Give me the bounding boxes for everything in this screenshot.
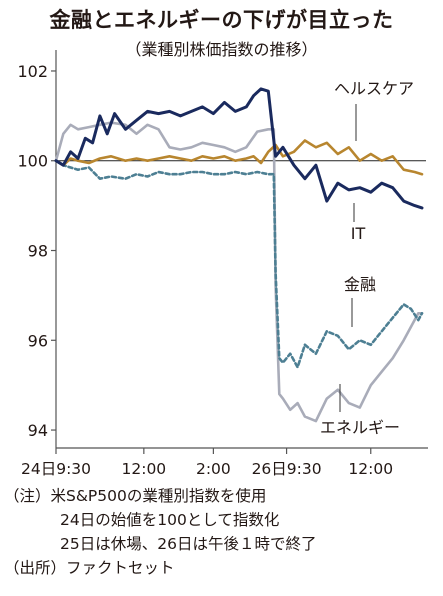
note-line-1: （注）米S&P500の業種別指数を使用 — [4, 487, 267, 505]
footnotes: （注）米S&P500の業種別指数を使用 24日の始値を100として指数化 25日… — [4, 484, 316, 580]
line-chart: 94 96 98 100 102 24日9:30 12:00 2:00 26日9:30 12:00… — [17, 50, 428, 478]
series-line-1 — [54, 87, 424, 210]
x-tick-label: 12:00 — [348, 460, 393, 478]
series-line-0 — [54, 139, 424, 176]
series-line-3 — [54, 121, 424, 423]
note-line-3: 25日は休場、26日は午後１時で終了 — [60, 535, 317, 553]
x-tick-label: 24日9:30 — [21, 460, 91, 478]
series-label: エネルギー — [320, 418, 400, 437]
series-line-2 — [54, 159, 424, 369]
series-label: ヘルスケア — [334, 79, 414, 98]
y-tick-label: 96 — [28, 331, 48, 350]
x-tick-label: 12:00 — [122, 460, 167, 478]
x-tick-label: 26日9:30 — [252, 460, 322, 478]
y-tick-label: 98 — [28, 242, 48, 261]
chart-title: 金融とエネルギーの下げが目立った — [49, 8, 394, 32]
x-tick-label: 2:00 — [196, 460, 231, 478]
chart-subtitle: （業種別株価指数の推移） — [125, 40, 318, 59]
series-label: 金融 — [344, 275, 376, 294]
y-tick-label: 94 — [28, 421, 48, 440]
note-line-2: 24日の始値を100として指数化 — [60, 511, 280, 529]
source-line: （出所）ファクトセット — [4, 559, 175, 577]
y-tick-label: 102 — [17, 62, 48, 81]
y-tick-label: 100 — [17, 152, 48, 171]
series-label: IT — [351, 224, 366, 243]
